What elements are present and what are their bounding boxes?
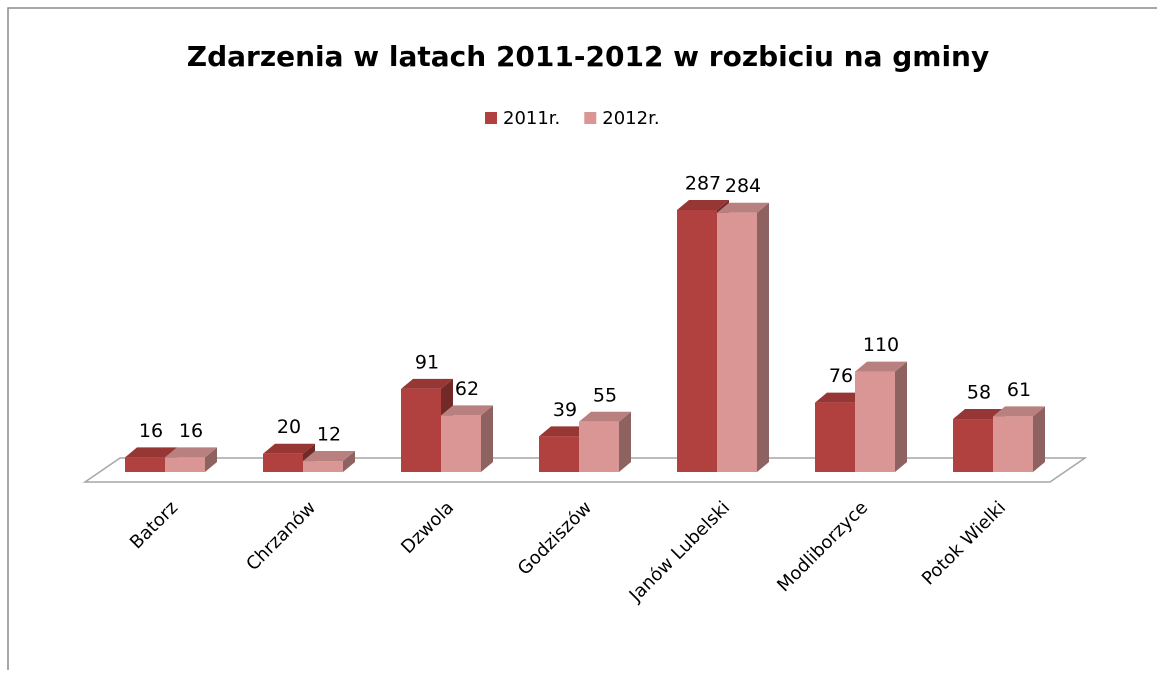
data-label: 76 xyxy=(829,365,853,387)
bar-side xyxy=(895,361,907,472)
data-label: 16 xyxy=(139,420,163,442)
bar-front xyxy=(579,421,619,472)
bar-front xyxy=(993,416,1033,472)
bar-front xyxy=(953,419,993,472)
bar-side xyxy=(205,447,217,472)
data-label: 61 xyxy=(1007,379,1031,401)
bar-side xyxy=(343,451,355,472)
bar-top xyxy=(677,200,729,210)
data-label: 12 xyxy=(317,424,341,446)
bar-top xyxy=(165,447,217,458)
bar-top xyxy=(125,447,177,458)
bar-front xyxy=(677,210,717,472)
bar-top xyxy=(717,202,769,213)
bar-front xyxy=(165,457,205,472)
data-label: 58 xyxy=(967,382,991,404)
bar-front xyxy=(125,457,165,472)
bar-front xyxy=(401,388,441,472)
legend-label: 2011r. xyxy=(503,108,560,129)
data-label: 91 xyxy=(415,351,439,373)
data-label: 110 xyxy=(863,334,899,356)
bar xyxy=(441,405,493,472)
bar-top xyxy=(303,451,355,462)
bar-top xyxy=(815,392,867,403)
bar-front xyxy=(303,461,343,472)
bar xyxy=(303,451,355,472)
bar-front xyxy=(717,212,757,472)
data-label: 62 xyxy=(455,378,479,400)
bar xyxy=(855,361,907,472)
bar-top xyxy=(263,443,315,454)
legend-swatch xyxy=(485,112,497,124)
bar-side xyxy=(481,405,493,472)
bar-side xyxy=(1033,406,1045,472)
bar-side xyxy=(619,411,631,472)
data-label: 20 xyxy=(277,416,301,438)
chart-frame xyxy=(7,7,1157,674)
data-label: 16 xyxy=(179,420,203,442)
data-label: 287 xyxy=(685,173,721,195)
bar-top xyxy=(855,361,907,372)
bar-top xyxy=(993,406,1045,417)
bar xyxy=(579,411,631,472)
bar-front xyxy=(815,402,855,472)
bar-side xyxy=(757,202,769,472)
bar xyxy=(717,202,769,472)
bar-front xyxy=(263,453,303,472)
bar-front xyxy=(539,436,579,472)
bar-top xyxy=(579,411,631,422)
data-label: 39 xyxy=(553,399,577,421)
bar-front xyxy=(441,415,481,472)
bar-top xyxy=(953,409,1005,420)
data-label: 284 xyxy=(725,175,761,197)
bar-front xyxy=(855,371,895,472)
chart-title: Zdarzenia w latach 2011-2012 w rozbiciu … xyxy=(187,40,989,73)
bar-top xyxy=(539,426,591,437)
data-label: 55 xyxy=(593,384,617,406)
legend-swatch xyxy=(584,112,597,124)
bar xyxy=(165,447,217,472)
legend-label: 2012r. xyxy=(602,108,659,129)
bar xyxy=(993,406,1045,472)
bar-top xyxy=(401,378,453,389)
bar-top xyxy=(441,405,493,416)
